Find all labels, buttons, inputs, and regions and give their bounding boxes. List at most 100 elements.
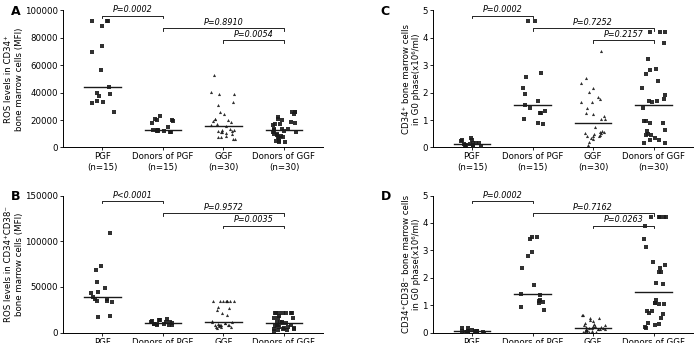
Point (164, 129, 176, 134)
Point (645, 121, 656, 126)
Point (104, 92, 116, 97)
Point (580, 324, 592, 329)
Point (272, 322, 283, 327)
Point (94, 94, 105, 99)
Point (648, 259, 659, 264)
Point (158, 129, 169, 134)
Point (655, 270, 666, 275)
Point (150, 116, 161, 121)
Point (221, 298, 232, 304)
Point (86, 101, 97, 106)
Point (654, 29, 666, 35)
Text: P=0.0054: P=0.0054 (234, 30, 274, 39)
Point (221, 123, 232, 129)
Point (578, 312, 589, 318)
Point (277, 327, 288, 332)
Point (280, 310, 291, 315)
Point (162, 124, 174, 130)
Point (225, 119, 237, 125)
Point (594, 316, 605, 321)
Point (651, 280, 662, 285)
Point (213, 321, 224, 327)
Text: D: D (381, 190, 391, 203)
Point (207, 118, 218, 124)
Point (638, 118, 650, 124)
Point (219, 320, 230, 326)
Point (539, 307, 550, 312)
Point (163, 322, 174, 328)
Point (215, 134, 226, 139)
Point (660, 140, 671, 145)
Point (644, 98, 655, 104)
Point (86, 19, 97, 24)
Point (273, 138, 284, 144)
Point (92, 280, 103, 285)
Point (587, 323, 598, 329)
Point (594, 132, 606, 137)
Point (167, 118, 178, 123)
Point (654, 265, 666, 271)
Point (582, 142, 594, 147)
Point (90, 297, 101, 302)
Point (575, 99, 587, 105)
Point (458, 141, 469, 147)
Text: P=0.0002: P=0.0002 (113, 5, 153, 14)
Point (226, 128, 237, 134)
Point (523, 19, 534, 24)
Point (268, 122, 279, 128)
Point (657, 281, 668, 286)
Y-axis label: ROS levels in CD34⁺CD38⁻
bone marrow cells (MFI): ROS levels in CD34⁺CD38⁻ bone marrow cel… (4, 206, 24, 322)
Point (535, 293, 546, 298)
Point (467, 143, 478, 149)
Point (207, 318, 218, 324)
Point (221, 298, 232, 304)
Point (277, 134, 288, 140)
Point (464, 141, 475, 147)
Point (642, 320, 653, 326)
Point (96, 263, 107, 269)
Point (160, 319, 171, 325)
Point (584, 317, 596, 322)
Point (216, 129, 227, 135)
Point (589, 323, 600, 329)
Point (517, 85, 528, 91)
Point (213, 128, 224, 133)
Point (659, 40, 670, 46)
Point (594, 129, 606, 134)
Text: P=0.0002: P=0.0002 (482, 191, 522, 200)
Point (528, 283, 540, 288)
Point (576, 81, 587, 86)
Point (166, 129, 177, 134)
Point (101, 19, 112, 24)
Point (276, 117, 288, 122)
Point (224, 298, 235, 304)
Point (281, 327, 293, 332)
Y-axis label: CD34⁺CD38⁻ bone marrow cells
in G0 phase(x10⁶/ml): CD34⁺CD38⁻ bone marrow cells in G0 phase… (402, 195, 421, 333)
Point (153, 318, 164, 323)
Point (285, 119, 296, 125)
Point (472, 328, 483, 334)
Point (579, 322, 590, 328)
Point (533, 98, 544, 104)
Point (659, 215, 670, 220)
Point (278, 310, 289, 315)
Point (462, 326, 473, 331)
Point (593, 94, 604, 100)
Point (589, 124, 600, 129)
Point (644, 137, 655, 142)
Point (516, 266, 527, 271)
Point (230, 136, 241, 141)
Point (224, 127, 235, 132)
Point (594, 133, 605, 139)
Point (92, 314, 104, 320)
Text: P=0.2157: P=0.2157 (603, 30, 643, 39)
Point (207, 299, 218, 304)
Point (582, 133, 593, 139)
Point (214, 109, 225, 115)
Point (649, 135, 660, 141)
Point (289, 109, 300, 115)
Point (288, 327, 300, 332)
Point (584, 315, 596, 320)
Point (650, 297, 661, 302)
Point (220, 133, 232, 139)
